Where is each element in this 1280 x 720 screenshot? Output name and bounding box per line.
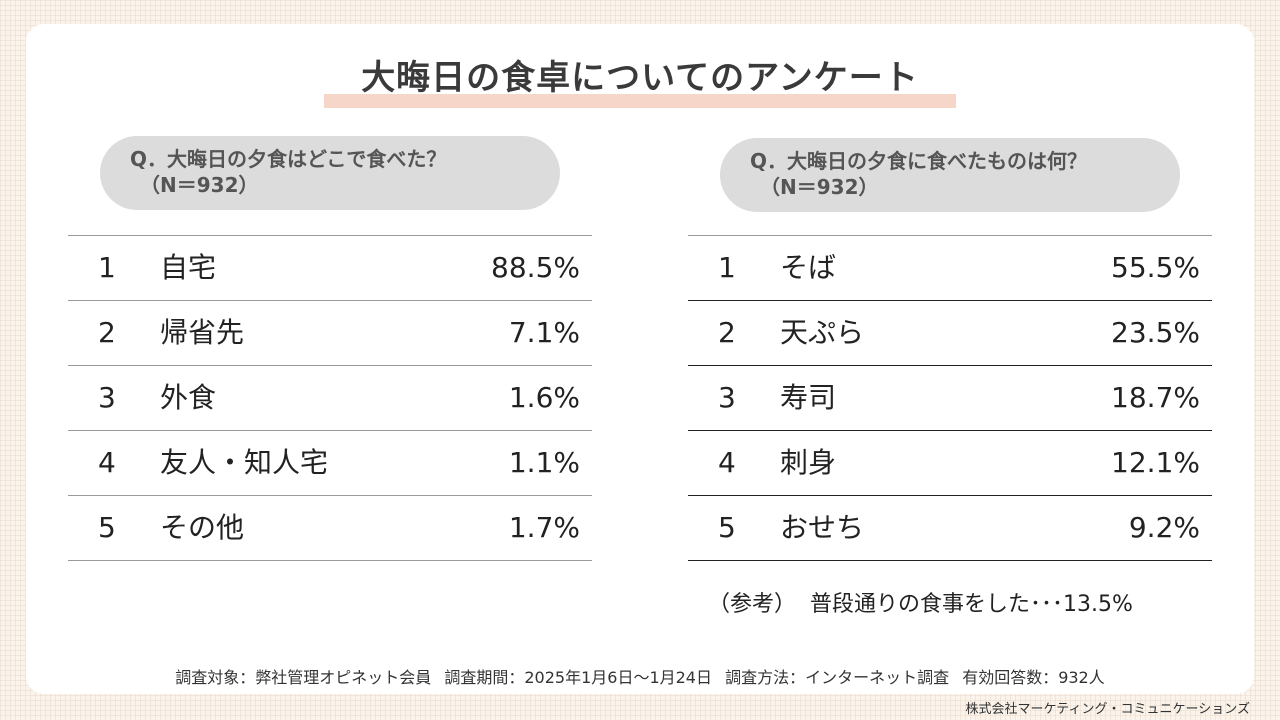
table-row: 3 外食 1.6% [68, 366, 592, 431]
reference-prefix: （参考） [708, 592, 797, 617]
rank-label: 帰省先 [160, 316, 245, 349]
rank-number: 5 [718, 511, 736, 544]
rank-label: 天ぷら [780, 316, 865, 349]
footnote-method: 調査方法：インターネット調査 [725, 668, 950, 687]
reference-text: 普段通りの食事をした･･･13.5% [810, 592, 1133, 617]
company-name: 株式会社マーケティング・コミュニケーションズ [965, 702, 1250, 717]
left-ranking-table: 1 自宅 88.5% 2 帰省先 7.1% 3 外食 1.6% 4 友人・知人宅… [68, 235, 592, 561]
rank-number: 1 [718, 251, 736, 284]
rank-number: 4 [98, 446, 116, 479]
right-ranking-table: 1 そば 55.5% 2 天ぷら 23.5% 3 寿司 18.7% 4 刺身 1… [688, 235, 1212, 561]
rank-number: 5 [98, 511, 116, 544]
rank-percentage: 1.1% [508, 446, 580, 479]
rank-label: 自宅 [160, 251, 217, 284]
right-question-pill: Q．大晦日の夕食に食べたものは何？ （N＝932） [720, 138, 1180, 212]
footnote-target: 調査対象：弊社管理オピネット会員 [175, 668, 432, 687]
left-question-text: Q．大晦日の夕食はどこで食べた？ [130, 147, 447, 171]
rank-percentage: 7.1% [508, 316, 580, 349]
rank-percentage: 88.5% [491, 251, 580, 284]
rank-label: その他 [160, 511, 245, 544]
rank-number: 4 [718, 446, 736, 479]
survey-footnote: 調査対象：弊社管理オピネット会員 調査期間：2025年1月6日～1月24日 調査… [0, 664, 1280, 688]
rank-label: 外食 [160, 381, 217, 414]
left-question-pill: Q．大晦日の夕食はどこで食べた？ （N＝932） [100, 136, 560, 210]
rank-number: 1 [98, 251, 116, 284]
table-row: 2 帰省先 7.1% [68, 301, 592, 366]
rank-number: 3 [98, 381, 116, 414]
rank-number: 2 [718, 316, 736, 349]
rank-percentage: 1.7% [508, 511, 580, 544]
table-row: 5 おせち 9.2% [688, 496, 1212, 561]
rank-label: 刺身 [780, 446, 837, 479]
rank-percentage: 12.1% [1111, 446, 1200, 479]
reference-note: （参考） 普段通りの食事をした･･･13.5% [708, 586, 1147, 618]
rank-label: そば [780, 251, 837, 284]
table-row: 1 自宅 88.5% [68, 236, 592, 301]
footnote-responses: 有効回答数：932人 [962, 668, 1105, 687]
table-row: 2 天ぷら 23.5% [688, 301, 1212, 366]
rank-percentage: 18.7% [1111, 381, 1200, 414]
table-row: 3 寿司 18.7% [688, 366, 1212, 431]
right-question-n: （N＝932） [760, 175, 879, 199]
title-block: 大晦日の食卓についてのアンケート [324, 54, 956, 108]
rank-percentage: 9.2% [1128, 511, 1200, 544]
rank-percentage: 1.6% [508, 381, 580, 414]
rank-label: おせち [780, 511, 865, 544]
table-row: 1 そば 55.5% [688, 236, 1212, 301]
rank-number: 2 [98, 316, 116, 349]
table-row: 4 友人・知人宅 1.1% [68, 431, 592, 496]
rank-label: 寿司 [780, 381, 837, 414]
rank-percentage: 55.5% [1111, 251, 1200, 284]
table-row: 5 その他 1.7% [68, 496, 592, 561]
rank-label: 友人・知人宅 [160, 446, 329, 479]
page-title: 大晦日の食卓についてのアンケート [361, 58, 919, 98]
title-underline [324, 94, 956, 108]
rank-number: 3 [718, 381, 736, 414]
survey-card [26, 24, 1254, 694]
footnote-period: 調査期間：2025年1月6日～1月24日 [444, 668, 712, 687]
left-question-n: （N＝932） [140, 173, 259, 197]
table-row: 4 刺身 12.1% [688, 431, 1212, 496]
rank-percentage: 23.5% [1111, 316, 1200, 349]
right-question-text: Q．大晦日の夕食に食べたものは何？ [750, 149, 1088, 173]
